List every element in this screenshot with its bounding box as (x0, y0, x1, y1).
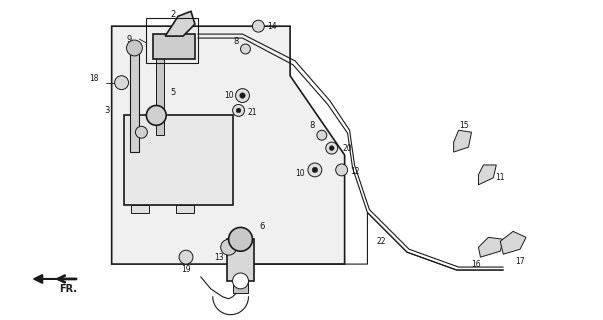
Polygon shape (478, 165, 496, 185)
Circle shape (136, 126, 147, 138)
Bar (124, 116, 233, 204)
Text: 8: 8 (233, 36, 238, 45)
Text: 7: 7 (159, 99, 164, 108)
Circle shape (326, 142, 338, 154)
Circle shape (127, 40, 142, 56)
Circle shape (221, 239, 236, 255)
Circle shape (115, 76, 128, 90)
Text: 3: 3 (104, 106, 109, 115)
Text: 21: 21 (248, 108, 257, 117)
Circle shape (253, 20, 264, 32)
Circle shape (233, 105, 244, 116)
Circle shape (240, 93, 245, 98)
Bar (147, 18, 198, 63)
Bar (131, 204, 150, 212)
Circle shape (236, 108, 241, 113)
Text: 10: 10 (295, 169, 305, 178)
Bar (153, 34, 195, 59)
Circle shape (317, 130, 327, 140)
Text: 15: 15 (459, 121, 469, 130)
Text: FR.: FR. (59, 284, 77, 294)
Text: 20: 20 (343, 144, 352, 153)
Text: 4: 4 (127, 124, 132, 133)
Circle shape (308, 163, 322, 177)
Circle shape (233, 273, 248, 289)
Polygon shape (478, 237, 504, 257)
Text: 22: 22 (376, 237, 386, 246)
Circle shape (312, 167, 318, 173)
Bar (227, 239, 254, 281)
Circle shape (236, 89, 250, 102)
Circle shape (179, 250, 193, 264)
Circle shape (229, 228, 253, 251)
Polygon shape (112, 26, 345, 264)
Text: 1: 1 (234, 255, 239, 264)
Circle shape (336, 164, 347, 176)
Text: 18: 18 (89, 74, 98, 83)
Text: 10: 10 (224, 91, 233, 100)
Circle shape (329, 146, 334, 150)
Text: 19: 19 (181, 265, 191, 274)
Text: 9: 9 (127, 35, 132, 44)
Bar (176, 204, 194, 212)
Polygon shape (453, 130, 472, 152)
Bar (156, 46, 164, 135)
Text: 12: 12 (350, 167, 359, 176)
Text: 13: 13 (214, 253, 224, 262)
Circle shape (241, 44, 250, 54)
Polygon shape (165, 11, 195, 36)
Text: 16: 16 (472, 260, 481, 268)
Text: 6: 6 (260, 222, 265, 231)
Text: 5: 5 (171, 88, 175, 97)
Text: 2: 2 (171, 10, 175, 19)
Text: 11: 11 (496, 173, 505, 182)
Text: 14: 14 (268, 22, 277, 31)
Text: 17: 17 (516, 257, 525, 266)
Circle shape (147, 106, 166, 125)
Bar (233, 281, 248, 293)
Bar (130, 48, 139, 152)
Text: 8: 8 (309, 121, 315, 130)
Polygon shape (500, 231, 526, 254)
